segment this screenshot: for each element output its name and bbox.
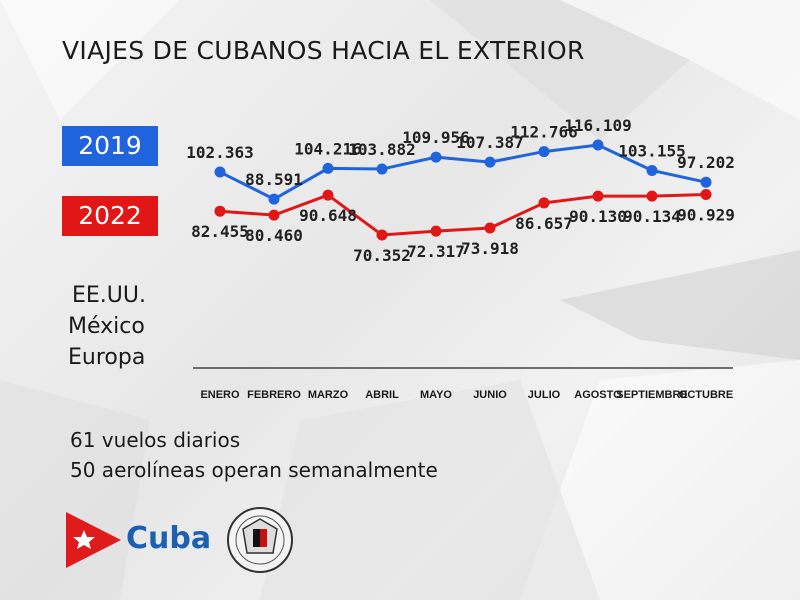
data-point-2022	[592, 190, 604, 202]
data-label-2019: 107.387	[456, 133, 523, 152]
data-point-2022	[268, 209, 280, 221]
data-label-2022: 73.918	[461, 239, 519, 258]
data-point-2019	[430, 151, 442, 163]
x-tick-label: AGOSTO	[574, 389, 622, 401]
data-point-2019	[700, 176, 712, 188]
x-tick-label: JUNIO	[473, 389, 507, 401]
data-label-2022: 70.352	[353, 246, 411, 265]
x-tick-label: MARZO	[308, 389, 349, 401]
data-label-2022: 80.460	[245, 226, 303, 245]
note-flights: 61 vuelos diarios	[70, 428, 241, 452]
data-label-2022: 82.455	[191, 222, 249, 241]
data-point-2019	[592, 139, 604, 151]
data-point-2019	[484, 156, 496, 168]
data-point-2019	[214, 166, 226, 178]
series-line-2019	[219, 143, 707, 201]
legend-2022: 2022	[62, 196, 158, 236]
data-point-2019	[538, 146, 550, 158]
data-point-2019	[322, 162, 334, 174]
note-airlines: 50 aerolíneas operan semanalmente	[70, 458, 438, 482]
data-point-2022	[376, 229, 388, 241]
data-point-2019	[646, 164, 658, 176]
data-label-2019: 112.766	[510, 123, 577, 142]
data-label-2022: 90.134	[623, 207, 681, 226]
destination-mexico: México	[68, 314, 145, 339]
data-label-2019: 103.882	[348, 140, 415, 159]
brand-logo-text: Cuba	[126, 521, 212, 556]
data-point-2022	[700, 189, 712, 201]
data-label-2019: 109.956	[402, 128, 469, 147]
data-point-2022	[214, 205, 226, 217]
data-label-2019: 102.363	[186, 143, 253, 162]
destinations-list: EE.UU. México Europa	[68, 280, 146, 373]
data-label-2019: 116.109	[564, 116, 631, 135]
data-point-2019	[268, 193, 280, 205]
x-tick-label: JULIO	[528, 389, 561, 401]
series-line-2022	[219, 193, 707, 237]
data-label-2022: 86.657	[515, 214, 573, 233]
legend-2019: 2019	[62, 126, 158, 166]
x-tick-label: OCTUBRE	[679, 389, 733, 401]
destination-europe: Europa	[68, 345, 146, 370]
x-tick-label: ABRIL	[365, 389, 399, 401]
data-label-2022: 72.317	[407, 242, 465, 261]
data-point-2022	[484, 222, 496, 234]
destination-usa: EE.UU.	[72, 283, 146, 308]
data-point-2019	[376, 163, 388, 175]
x-tick-label: MAYO	[420, 389, 452, 401]
data-label-2019: 104.216	[294, 139, 361, 158]
x-tick-label: ENERO	[200, 389, 240, 401]
x-tick-label: FEBRERO	[247, 389, 301, 401]
notes: 61 vuelos diarios 50 aerolíneas operan s…	[70, 425, 438, 485]
data-label-2019: 97.202	[677, 153, 735, 172]
ministry-seal	[227, 507, 293, 573]
data-label-2022: 90.648	[299, 206, 357, 225]
data-label-2019: 103.155	[618, 141, 685, 160]
data-label-2022: 90.130	[569, 207, 627, 226]
data-point-2022	[538, 197, 550, 209]
data-point-2022	[430, 225, 442, 237]
data-point-2022	[322, 189, 334, 201]
chart-title: VIAJES DE CUBANOS HACIA EL EXTERIOR	[62, 36, 585, 65]
data-label-2022: 90.929	[677, 206, 735, 225]
cuba-flag-logo	[66, 512, 121, 568]
data-label-2019: 88.591	[245, 170, 303, 189]
data-point-2022	[646, 190, 658, 202]
x-tick-label: SEPTIEMBRE	[616, 389, 688, 401]
